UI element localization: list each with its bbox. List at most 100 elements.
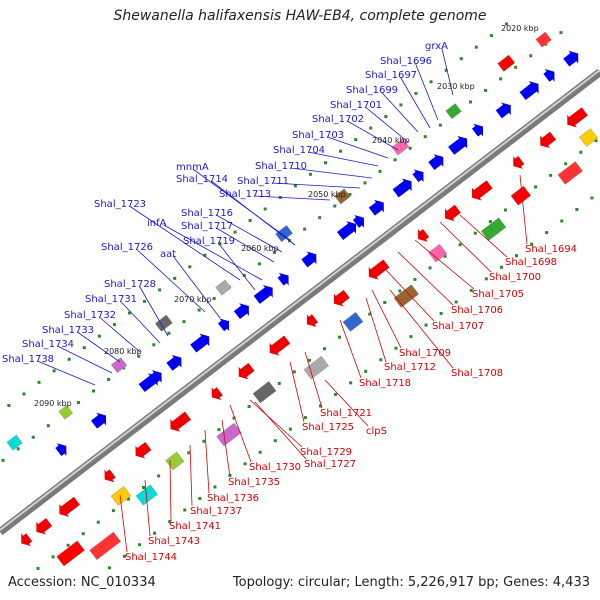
topology-summary-text: Topology: circular; Length: 5,226,917 bp…: [232, 575, 590, 590]
tick-dot: [368, 312, 372, 316]
forward-gene-label: Shal_1699: [346, 85, 398, 96]
tick-dot: [408, 146, 412, 150]
leader-line: [414, 239, 475, 290]
gene-block-body: [557, 161, 583, 185]
gene-block-body: [334, 188, 351, 205]
leader-line: [216, 214, 283, 253]
forward-gene-arrow: [190, 333, 210, 353]
tick-dot: [334, 392, 338, 396]
reverse-gene-label: Shal_1700: [489, 272, 541, 283]
reverse-gene-arrow-shape: [135, 442, 152, 459]
tick-dot: [318, 404, 322, 408]
forward-gene-label: Shal_1697: [365, 70, 417, 81]
forward-gene-arrow: [412, 169, 424, 183]
reverse-gene-arrow-shape: [567, 107, 588, 128]
leader-line: [397, 251, 454, 306]
tick-dot: [394, 346, 398, 350]
forward-gene-arrow: [233, 303, 249, 320]
tick-dot: [379, 358, 383, 362]
tick-dot: [138, 543, 142, 547]
gene-block: [165, 451, 185, 471]
reverse-gene-label: Shal_1712: [384, 362, 436, 373]
tick-dot: [424, 323, 428, 327]
forward-gene-arrow: [519, 81, 539, 101]
leader-line: [365, 106, 409, 143]
leader-line: [308, 151, 379, 167]
tick-dot: [504, 22, 508, 26]
gene-block: [497, 54, 516, 72]
tick-dot: [459, 57, 463, 61]
tick-dot: [217, 428, 221, 432]
tick-dot: [534, 185, 538, 189]
tick-dot: [338, 335, 342, 339]
tick-dot: [579, 150, 583, 154]
reverse-gene-label: Shal_1709: [399, 348, 451, 359]
genome-backbone-highlight: [0, 69, 600, 531]
tick-dot: [188, 265, 192, 269]
tick-dot: [232, 416, 236, 420]
gene-block-body: [6, 434, 23, 451]
forward-gene-label: Shal_1717: [181, 221, 233, 232]
gene-block-body: [393, 284, 419, 308]
reverse-gene-label: Shal_1706: [451, 305, 503, 316]
forward-gene-label: aat: [160, 249, 176, 260]
gene-block-body: [497, 54, 516, 72]
reverse-gene-label: clpS: [366, 426, 387, 437]
reverse-gene-arrow-shape: [104, 469, 116, 483]
forward-gene-arrow-shape: [277, 272, 289, 286]
tick-dot: [423, 135, 427, 139]
gene-block: [393, 284, 419, 308]
leader-line: [211, 180, 296, 246]
tick-dot: [484, 88, 488, 92]
forward-gene-arrow: [253, 285, 273, 304]
tick-dot: [112, 323, 116, 327]
tick-dot: [333, 204, 337, 208]
tick-dot: [393, 158, 397, 162]
reverse-gene-arrow: [59, 496, 80, 517]
tick-dot: [122, 554, 126, 558]
forward-gene-labels: grxA Shal_1696 Shal_1697 Shal_1699 Shal_1701…: [2, 41, 448, 365]
reverse-gene-arrow-shape: [36, 518, 53, 535]
reverse-gene-arrow: [135, 442, 152, 459]
reverse-gene-label: Shal_1707: [432, 321, 484, 332]
reverse-gene-label: Shal_1735: [228, 477, 280, 488]
tick-dot: [322, 347, 326, 351]
tick-dot: [203, 253, 207, 257]
gene-block: [578, 128, 598, 147]
tick-dot: [213, 485, 217, 489]
leader-line: [138, 285, 169, 337]
tick-label: 2070 kbp: [174, 295, 212, 304]
reverse-gene-arrow-shape: [540, 131, 557, 149]
tick-dot: [277, 381, 281, 385]
genome-backbone: [0, 68, 600, 536]
tick-dot: [348, 192, 352, 196]
gene-block-body: [303, 355, 329, 380]
leader-line: [327, 136, 389, 159]
tick-dot: [409, 335, 413, 339]
gene-block: [89, 531, 121, 561]
forward-gene-label: Shal_1702: [312, 114, 364, 125]
forward-gene-arrow-shape: [150, 370, 162, 383]
forward-gene-arrow: [563, 50, 579, 67]
tick-dot: [22, 392, 26, 396]
leader-line: [136, 248, 206, 313]
forward-gene-arrow-shape: [543, 69, 555, 82]
tick-dot: [243, 462, 247, 466]
tick-dot: [242, 273, 246, 277]
reverse-gene-label: Shal_1729: [300, 447, 352, 458]
forward-gene-arrow-shape: [448, 135, 468, 155]
tick-dot: [303, 227, 307, 231]
leader-line: [371, 289, 402, 349]
tick-dot: [92, 389, 96, 393]
tick-label: 2090 kbp: [34, 399, 72, 408]
leader-line: [204, 429, 210, 494]
reverse-gene-arrow-shape: [418, 229, 430, 242]
tick-dot: [248, 219, 252, 223]
forward-gene-arrow: [471, 123, 484, 137]
reverse-gene-label: Shal_1737: [190, 506, 242, 517]
forward-gene-arrow-shape: [428, 154, 444, 170]
tick-dot: [97, 334, 101, 338]
gene-block-body: [58, 405, 74, 420]
tick-dot: [142, 485, 146, 489]
forward-gene-arrow: [448, 135, 468, 155]
